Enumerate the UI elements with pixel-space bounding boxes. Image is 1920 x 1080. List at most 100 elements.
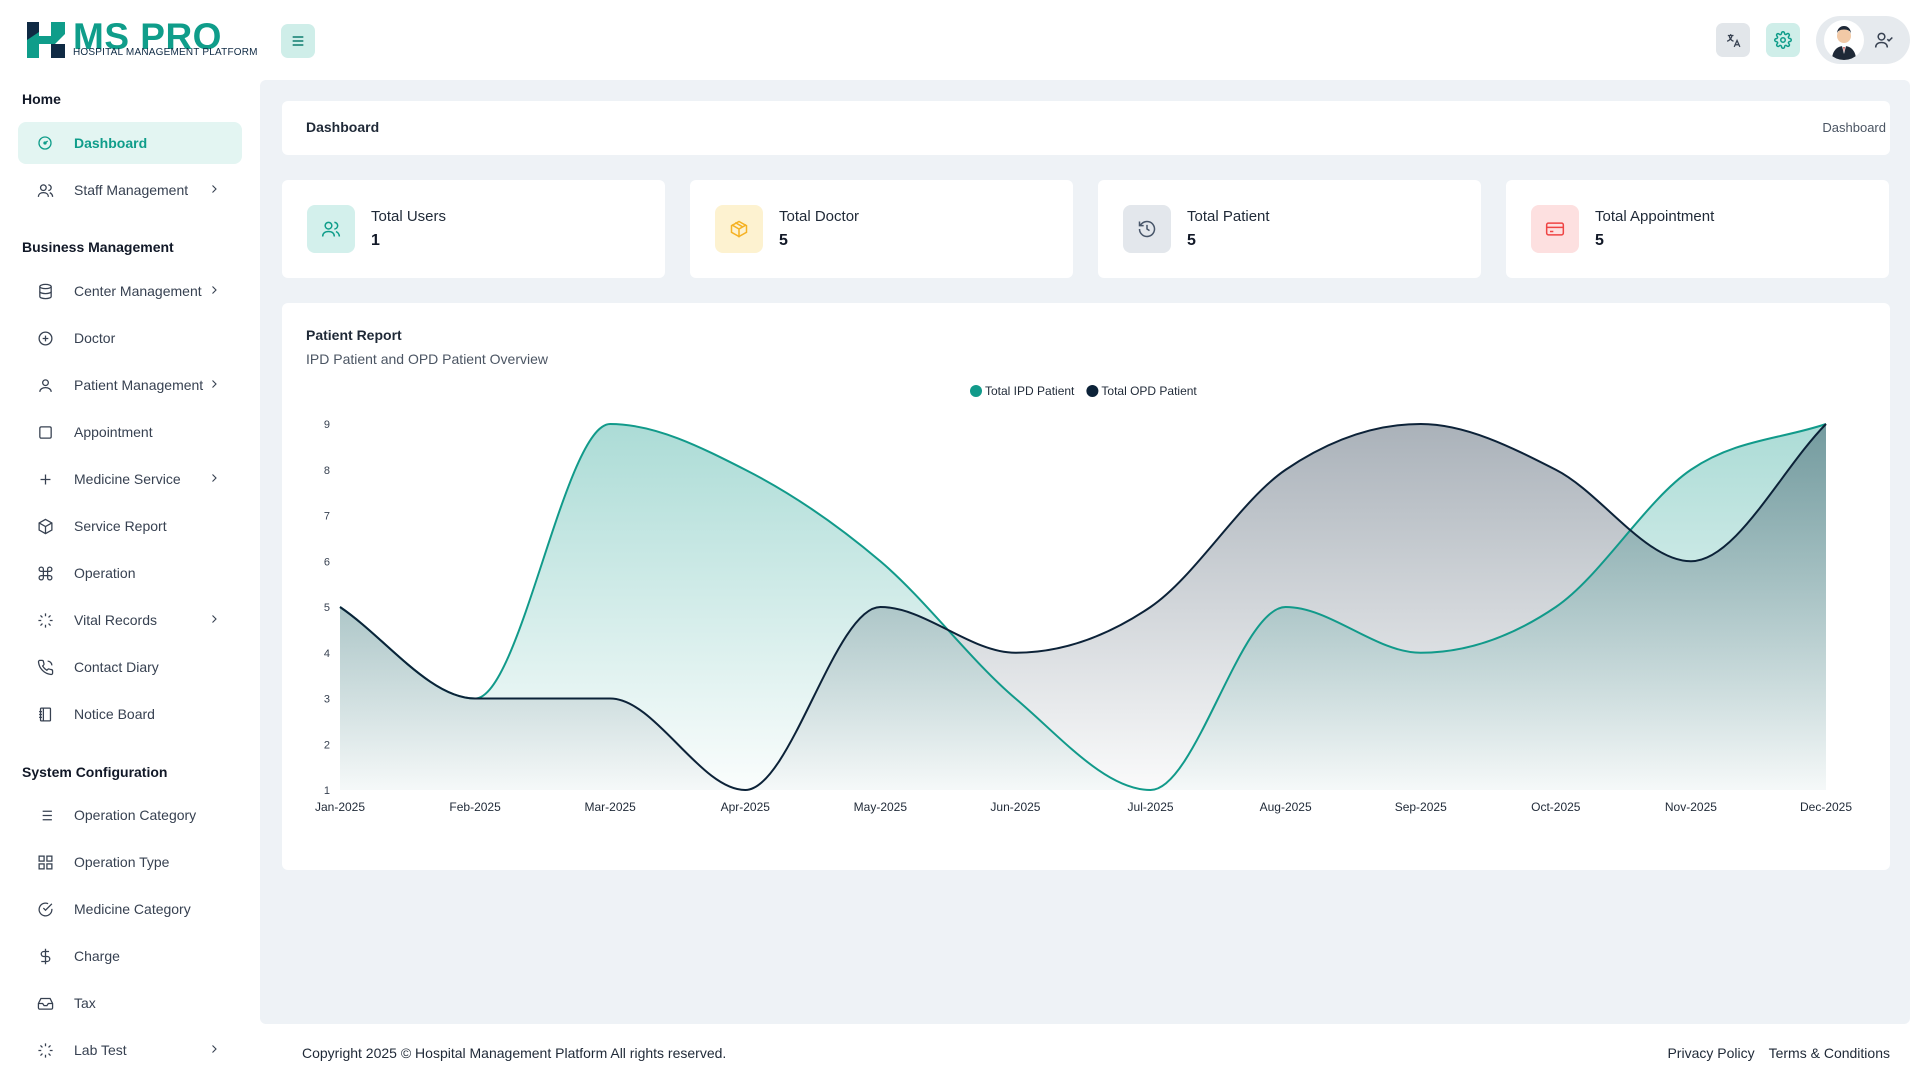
sidebar-item-label: Medicine Service (74, 471, 181, 487)
hamburger-icon (292, 36, 304, 46)
sidebar-item-label: Operation (74, 565, 136, 581)
translate-button[interactable] (1716, 23, 1750, 57)
series-line-1[interactable] (339, 422, 1827, 792)
chevron-right-icon (212, 474, 217, 482)
x-tick-label: Mar-2025 (585, 800, 637, 814)
x-tick-label: Oct-2025 (1531, 800, 1581, 814)
translate-icon (1726, 33, 1740, 47)
sidebar-item-dashboard[interactable]: Dashboard (18, 122, 242, 164)
x-tick-label: Jun-2025 (990, 800, 1040, 814)
page-title: Dashboard (306, 119, 380, 135)
sidebar-item-tax[interactable]: Tax (18, 982, 242, 1024)
footer-copyright: Copyright 2025 © Hospital Management Pla… (302, 1045, 727, 1061)
breadcrumb-current[interactable]: Dashboard (1822, 120, 1886, 135)
y-tick-label: 3 (324, 694, 330, 706)
sidebar-item-operation-type[interactable]: Operation Type (18, 841, 242, 883)
sidebar-item-doctor[interactable]: Doctor (18, 317, 242, 359)
breadcrumb (282, 101, 1890, 155)
stat-value: 1 (371, 232, 380, 249)
legend-label[interactable]: Total OPD Patient (1101, 384, 1197, 398)
sidebar: MS PRO HOSPITAL MANAGEMENT PLATFORM Home… (0, 0, 258, 1080)
brand-subtitle: HOSPITAL MANAGEMENT PLATFORM (73, 47, 258, 58)
codesandbox-icon (36, 517, 54, 535)
dollar-icon (36, 947, 54, 965)
series-area-1 (340, 424, 1826, 790)
sidebar-item-label: Staff Management (74, 182, 189, 198)
y-tick-label: 7 (324, 511, 330, 523)
notebook-icon (36, 705, 54, 723)
sidebar-item-vital-records[interactable]: Vital Records (18, 599, 242, 641)
settings-button[interactable] (1766, 23, 1800, 57)
x-tick-label: Nov-2025 (1665, 800, 1717, 814)
phone-icon (36, 658, 54, 676)
sidebar-item-charge[interactable]: Charge (18, 935, 242, 977)
sidebar-item-label: Patient Management (74, 377, 204, 393)
section-system-configuration: System Configuration (22, 764, 168, 780)
sidebar-item-label: Lab Test (74, 1042, 127, 1058)
x-tick-label: Jul-2025 (1128, 800, 1174, 814)
x-tick-label: Aug-2025 (1260, 800, 1312, 814)
user-menu[interactable] (1816, 16, 1910, 64)
y-tick-label: 5 (324, 602, 330, 614)
series-line-0[interactable] (339, 422, 1827, 792)
terms-conditions-link[interactable]: Terms & Conditions (1768, 1045, 1890, 1061)
sidebar-item-notice-board[interactable]: Notice Board (18, 693, 242, 735)
user-check-icon (1874, 32, 1893, 48)
stat-card-total-users: Total Users 1 (282, 180, 665, 278)
stat-label: Total Appointment (1595, 208, 1715, 225)
sidebar-item-service-report[interactable]: Service Report (18, 505, 242, 547)
sidebar-item-label: Contact Diary (74, 659, 159, 675)
sidebar-item-medicine-service[interactable]: Medicine Service (18, 458, 242, 500)
sidebar-item-label: Appointment (74, 424, 153, 440)
sidebar-item-operation-category[interactable]: Operation Category (18, 794, 242, 836)
legend-label[interactable]: Total IPD Patient (985, 384, 1075, 398)
footer-links: Privacy Policy Terms & Conditions (1667, 1045, 1890, 1061)
legend-marker (1086, 385, 1099, 397)
privacy-policy-link[interactable]: Privacy Policy (1667, 1045, 1755, 1061)
chart-title: Patient Report (306, 327, 402, 343)
sidebar-item-medicine-category[interactable]: Medicine Category (18, 888, 242, 930)
section-business-management: Business Management (22, 239, 174, 255)
x-tick-label: Jan-2025 (315, 800, 365, 814)
user-icon (36, 376, 54, 394)
section-home: Home (22, 91, 61, 107)
box-icon (715, 205, 763, 253)
sidebar-item-label: Operation Type (74, 854, 170, 870)
chevron-right-icon (212, 185, 217, 193)
patient-report-chart: 1 2 3 4 5 6 7 8 9 Jan-2025 Feb-2025 Mar-2025 Apr-20… (315, 384, 1852, 814)
sidebar-item-staff-management[interactable]: Staff Management (18, 169, 242, 211)
stat-label: Total Users (371, 208, 447, 225)
loader-icon (36, 611, 54, 629)
sidebar-item-label: Operation Category (74, 807, 197, 823)
sidebar-item-label: Notice Board (74, 706, 155, 722)
sidebar-item-lab-test[interactable]: Lab Test (18, 1029, 242, 1071)
sidebar-item-patient-management[interactable]: Patient Management (18, 364, 242, 406)
users-icon (36, 181, 54, 199)
plus-circle-icon (36, 329, 54, 347)
grid-icon (36, 853, 54, 871)
legend-marker (970, 385, 982, 397)
y-tick-label: 2 (324, 739, 330, 751)
menu-toggle-button[interactable] (281, 24, 315, 58)
users-icon (307, 205, 355, 253)
sidebar-item-appointment[interactable]: Appointment (18, 411, 242, 453)
logo-mark-icon (27, 22, 65, 58)
sidebar-item-label: Service Report (74, 518, 167, 534)
plus-icon (36, 470, 54, 488)
sidebar-item-label: Charge (74, 948, 120, 964)
history-icon (1123, 205, 1171, 253)
brand-logo[interactable]: MS PRO HOSPITAL MANAGEMENT PLATFORM (25, 16, 258, 64)
stat-value: 5 (1595, 232, 1604, 249)
y-tick-label: 6 (324, 556, 330, 568)
loader-icon (36, 1041, 54, 1059)
sidebar-item-center-management[interactable]: Center Management (18, 270, 242, 312)
stat-card-total-doctor: Total Doctor 5 (690, 180, 1073, 278)
sidebar-item-operation[interactable]: Operation (18, 552, 242, 594)
stat-value: 5 (779, 232, 788, 249)
sidebar-item-contact-diary[interactable]: Contact Diary (18, 646, 242, 688)
command-icon (36, 564, 54, 582)
sidebar-item-label: Dashboard (74, 135, 148, 151)
stat-value: 5 (1187, 232, 1196, 249)
sidebar-item-label: Medicine Category (74, 901, 191, 917)
stat-label: Total Doctor (779, 208, 860, 225)
